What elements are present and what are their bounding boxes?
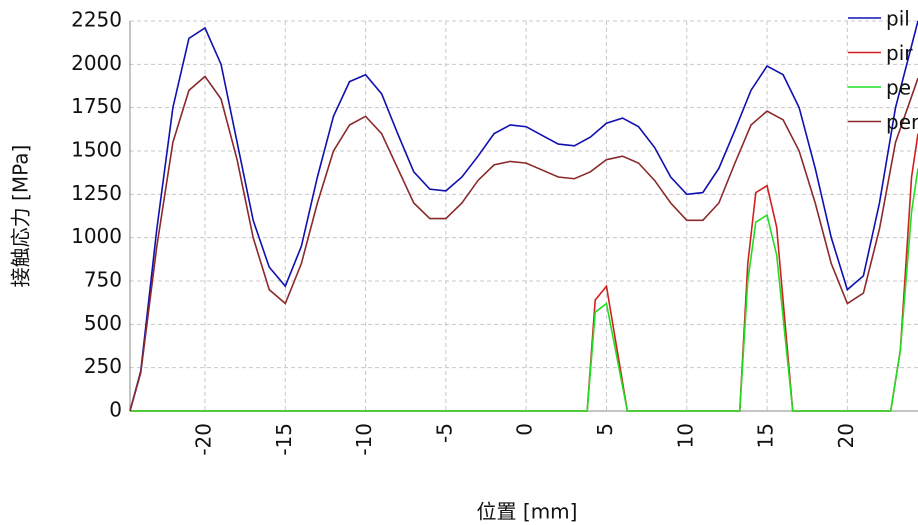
y-tick-label: 750 [84, 268, 122, 292]
y-tick-label: 2250 [71, 8, 122, 32]
y-tick-label: 1250 [71, 181, 122, 205]
x-tick-label: -15 [272, 423, 296, 456]
line [129, 20, 918, 412]
x-tick-label: 20 [834, 423, 858, 448]
y-axis-label: 接触応力 [MPa] [9, 145, 33, 288]
legend-label: pir [886, 41, 913, 65]
x-tick-label: -5 [432, 423, 456, 443]
y-tick-label: 250 [84, 354, 122, 378]
legend-label: per [886, 110, 918, 134]
x-tick-label: 0 [513, 423, 537, 436]
x-tick-label: 15 [754, 423, 778, 448]
x-tick-label: 5 [593, 423, 617, 436]
y-tick-label: 1750 [71, 94, 122, 118]
y-tick-label: 1000 [71, 224, 122, 248]
line [129, 75, 918, 412]
x-tick-label: -20 [191, 423, 215, 456]
line [130, 168, 918, 412]
line [130, 133, 918, 412]
y-tick-label: 1500 [71, 138, 122, 162]
y-tick-label: 2000 [71, 51, 122, 75]
x-tick-label: 10 [673, 423, 697, 448]
y-tick-label: 500 [84, 311, 122, 335]
legend-label: pe [886, 76, 911, 100]
y-tick-label: 0 [109, 398, 122, 422]
x-axis-label: 位置 [mm] [477, 500, 578, 524]
x-tick-label: -10 [352, 423, 376, 456]
legend-label: pil [886, 7, 910, 31]
